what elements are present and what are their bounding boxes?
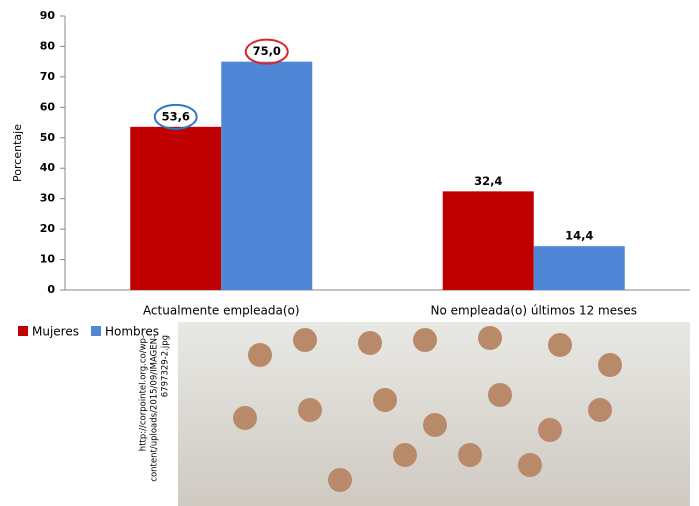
y-tick-label: 60 (40, 100, 56, 113)
bar (533, 246, 625, 290)
y-tick-label: 80 (40, 39, 56, 52)
legend-label: Hombres (105, 325, 159, 339)
value-label: 53,6 (162, 109, 190, 123)
photo-source: content/uploads/2015/09/IMAGEN- (150, 335, 160, 482)
photo-source: http://corpointel.org.co/wp- (139, 335, 149, 451)
y-tick-label: 20 (40, 222, 56, 235)
highlight-circle (244, 38, 289, 65)
value-label: 14,4 (565, 229, 593, 243)
y-axis-label: Porcentaje (11, 124, 24, 182)
y-tick-label: 70 (40, 70, 56, 83)
photo-source: 6797329-2.jpg (161, 335, 171, 397)
y-tick-label: 0 (47, 283, 55, 296)
y-tick-label: 10 (40, 253, 56, 266)
value-label: 75,0 (253, 44, 281, 58)
y-tick-label: 50 (40, 131, 56, 144)
y-tick-label: 40 (40, 161, 56, 174)
highlight-circle (153, 103, 198, 130)
y-tick-label: 30 (40, 192, 56, 205)
legend-label: Mujeres (32, 325, 79, 339)
legend-swatch (90, 326, 101, 336)
photo (178, 322, 690, 506)
y-tick-label: 90 (40, 9, 56, 22)
bar (442, 191, 534, 290)
bar (221, 61, 313, 290)
x-tick-label: Actualmente empleada(o) (143, 304, 300, 318)
bar (130, 126, 222, 290)
photo-people (233, 326, 622, 492)
legend-swatch (18, 326, 28, 336)
value-label: 32,4 (474, 174, 502, 188)
x-tick-label: No empleada(o) últimos 12 meses (430, 304, 637, 318)
